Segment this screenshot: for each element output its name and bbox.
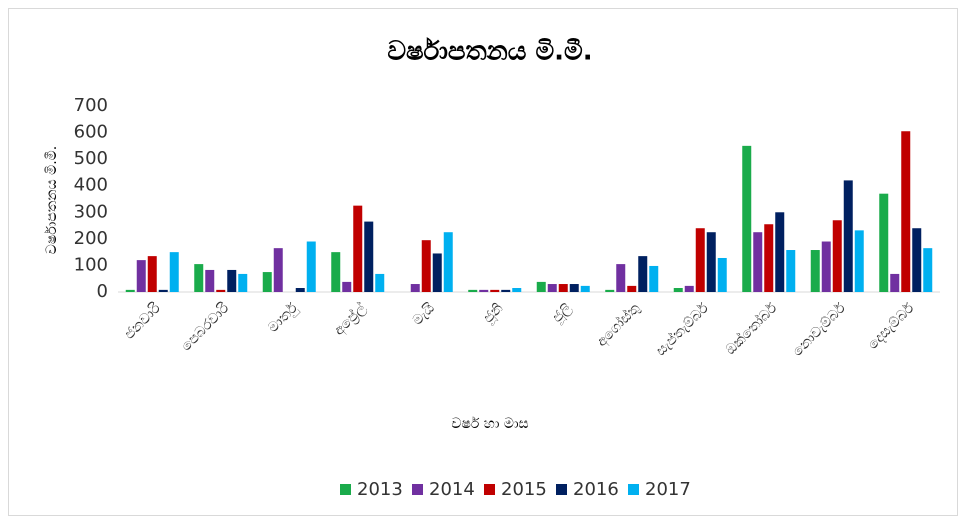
bar — [216, 289, 226, 292]
bar — [854, 230, 864, 292]
y-tick-label: 400 — [74, 175, 108, 196]
bar — [764, 224, 774, 292]
bar — [479, 289, 489, 292]
bar — [136, 260, 146, 292]
bar — [821, 241, 831, 292]
bar — [364, 221, 374, 292]
bar — [706, 232, 716, 292]
bar — [673, 288, 683, 292]
bar — [262, 272, 272, 292]
bar — [569, 284, 579, 292]
bar — [501, 289, 511, 292]
bar — [580, 285, 590, 292]
y-tick-label: 100 — [74, 254, 108, 275]
bar — [331, 252, 341, 292]
bar — [375, 273, 385, 292]
y-axis-title: වර්ෂාපතනය මි.මී. — [44, 146, 60, 254]
legend-swatch — [484, 484, 495, 495]
y-tick-label: 500 — [74, 148, 108, 169]
bar — [649, 265, 659, 292]
bar — [638, 256, 648, 292]
bar — [421, 240, 431, 292]
bar — [605, 289, 615, 292]
y-tick-label: 0 — [97, 281, 108, 302]
bar — [879, 193, 889, 292]
bar — [923, 248, 933, 292]
bar — [558, 284, 568, 292]
bar — [786, 250, 796, 292]
bar — [353, 205, 363, 292]
y-tick-label: 300 — [74, 201, 108, 222]
bar — [832, 220, 842, 292]
bar — [717, 257, 727, 292]
chart-frame — [8, 8, 958, 516]
y-tick-label: 600 — [74, 122, 108, 143]
bar — [547, 284, 557, 292]
x-axis-title: වර්ෂ හා මාස — [451, 416, 528, 432]
bar — [536, 281, 546, 292]
bar — [912, 228, 922, 292]
bar — [238, 273, 248, 292]
bar — [205, 269, 215, 292]
bar — [468, 289, 478, 292]
bar — [775, 212, 785, 292]
bar — [753, 232, 763, 292]
legend-swatch — [628, 484, 639, 495]
legend-label: 2013 — [357, 479, 403, 500]
bar — [843, 180, 853, 292]
bar — [432, 253, 442, 292]
bar — [410, 284, 420, 292]
y-tick-label: 200 — [74, 228, 108, 249]
bar — [742, 145, 752, 292]
legend-swatch — [340, 484, 351, 495]
bar — [810, 250, 820, 292]
legend-label: 2016 — [573, 479, 619, 500]
bar — [273, 248, 283, 292]
legend-label: 2014 — [429, 479, 475, 500]
legend-label: 2017 — [645, 479, 691, 500]
bar — [169, 252, 179, 292]
legend-swatch — [556, 484, 567, 495]
y-tick-label: 700 — [74, 95, 108, 116]
bar — [443, 232, 453, 292]
bar — [901, 131, 911, 292]
bar — [295, 288, 305, 292]
bar — [890, 273, 900, 292]
bar — [695, 228, 705, 292]
legend-label: 2015 — [501, 479, 547, 500]
bar — [194, 264, 204, 292]
bar — [158, 289, 168, 292]
bar — [147, 256, 157, 292]
bar — [342, 281, 352, 292]
chart-title: වර්ෂාපතනය මි.මී. — [387, 37, 592, 67]
legend-swatch — [412, 484, 423, 495]
bar — [490, 289, 500, 292]
bar — [684, 285, 694, 292]
bar — [512, 288, 522, 292]
bar — [616, 264, 626, 292]
bar — [627, 285, 637, 292]
bar — [227, 269, 237, 292]
bar — [125, 289, 135, 292]
bar — [306, 241, 316, 292]
